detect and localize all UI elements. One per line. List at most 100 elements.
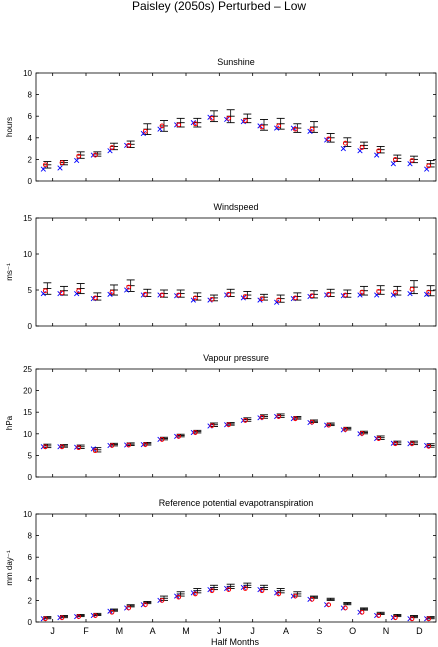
observed-point [159,437,165,442]
observed-point [376,289,382,294]
error-bar [426,285,435,297]
observed-point [226,422,232,428]
observed-point [292,295,298,301]
plot-frame [35,217,437,327]
month-label: J [250,626,255,636]
model-point-stroke [57,165,63,171]
y-tick-label: 25 [23,365,32,374]
observed-point [259,296,265,302]
series-model-crosses [40,114,430,172]
observed-point [326,602,332,608]
observed-point [59,444,65,450]
series-error-bars [43,413,435,453]
observed-point [309,126,315,132]
observed-point [176,433,182,439]
y-axis-label: mm day⁻¹ [5,550,14,586]
model-point-stroke [140,130,146,137]
y-axis-ticks: 0 2 4 6 8 10 [23,510,436,627]
model-point [374,152,380,158]
observed-point [109,609,115,615]
observed-point [409,286,415,292]
model-point [90,446,96,452]
model-point-stroke [74,157,80,164]
series-observed-circles [42,115,432,169]
observed-point [259,588,265,594]
observed-point [242,294,248,299]
panel-title: Sunshine [217,57,255,67]
y-axis-ticks: 0 2 4 6 8 10 [23,69,436,186]
observed-point [126,284,132,290]
observed-point [126,605,132,611]
model-point [357,292,363,298]
observed-point [159,292,165,298]
month-label: S [316,626,322,636]
observed-point [92,613,98,618]
observed-point [242,418,248,423]
model-point [424,291,430,297]
month-label: O [349,626,356,636]
y-tick-label: 4 [28,575,33,584]
model-point [390,292,396,298]
y-tick-label: 5 [28,286,33,295]
observed-point [209,115,215,121]
chart-panel-3: Vapour pressure 0 5 10 15 20 25 hPa [5,353,437,482]
observed-point [209,423,215,428]
observed-point [126,442,132,448]
month-label: J [217,626,222,636]
x-axis-ticks [52,369,420,477]
observed-point [159,123,165,129]
observed-point [76,288,82,294]
model-point [274,125,280,131]
observed-point [176,594,182,600]
observed-point [342,605,348,611]
series-error-bars [43,109,435,169]
observed-point [292,126,298,132]
observed-point [392,157,398,162]
observed-point [359,145,365,150]
x-axis-ticks [52,514,420,622]
series-observed-circles [42,586,432,622]
series-error-bars [43,582,435,620]
plot-frame [35,368,437,478]
observed-point [309,596,315,602]
observed-point [376,148,382,154]
observed-point [109,289,115,295]
plot-frame [35,513,437,623]
observed-point [142,442,148,448]
observed-point [142,602,148,608]
model-point [124,287,130,293]
model-point [74,290,80,297]
observed-point [392,289,398,295]
y-tick-label: 6 [28,112,33,121]
model-point-stroke [40,166,46,172]
observed-point [342,292,348,298]
observed-point [376,613,382,618]
observed-point [76,614,82,619]
observed-point [159,598,165,603]
model-point-stroke [374,152,380,158]
observed-point [226,115,232,121]
observed-point [176,122,182,128]
model-point [140,130,146,137]
y-axis-label: ms⁻¹ [5,263,14,281]
observed-point [359,289,365,295]
y-tick-label: 5 [28,451,33,460]
model-point-stroke [274,125,280,131]
observed-point [276,297,282,303]
x-axis-ticks [52,73,420,181]
observed-point [59,160,65,166]
model-point [57,165,63,171]
series-observed-circles [42,284,432,303]
observed-point [426,616,432,622]
x-axis-label: Half Months [211,637,260,647]
x-axis-ticks [52,218,420,326]
y-tick-label: 20 [23,387,32,396]
observed-point [292,416,298,422]
plot-frame [35,72,437,182]
observed-point [376,436,382,441]
observed-point [142,128,148,134]
y-tick-label: 0 [28,618,33,627]
observed-point [426,289,432,295]
observed-point [42,288,48,294]
